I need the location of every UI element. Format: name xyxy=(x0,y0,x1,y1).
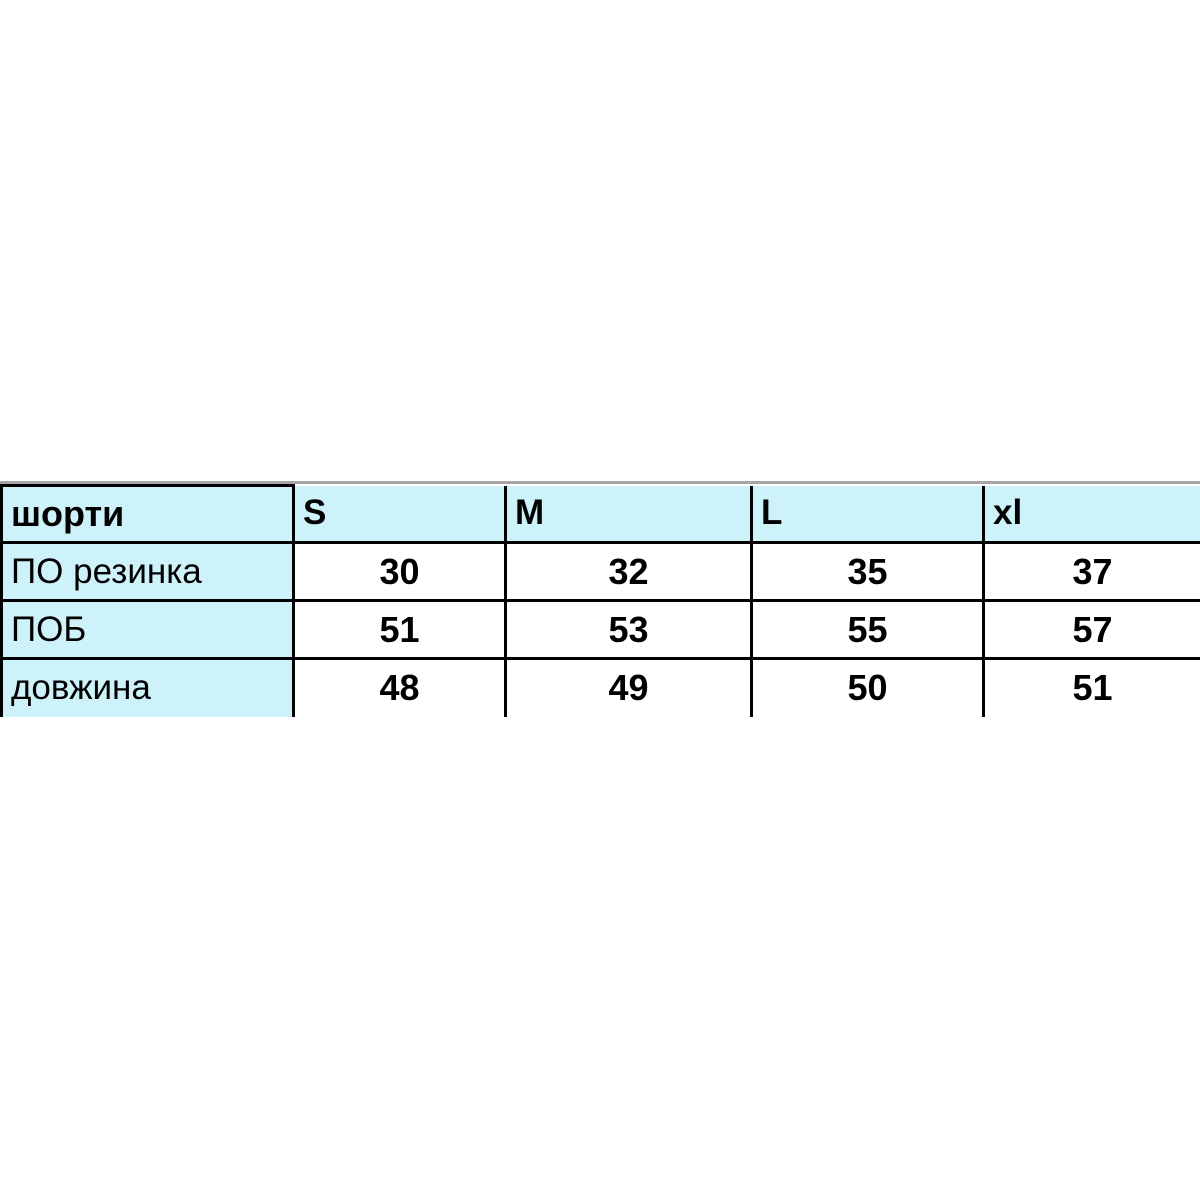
row-label-length: довжина xyxy=(0,657,295,717)
value-cell-length-l: 50 xyxy=(750,657,985,717)
value-cell-hips-s: 51 xyxy=(292,599,507,660)
table-top-gridline xyxy=(0,481,1200,484)
row-label-hips: ПОБ xyxy=(0,599,295,660)
value-cell-waist-s: 30 xyxy=(292,541,507,602)
value-cell-length-m: 49 xyxy=(504,657,753,717)
header-cell-size-xl: xl xyxy=(982,485,1200,544)
value-cell-waist-l: 35 xyxy=(750,541,985,602)
value-cell-waist-xl: 37 xyxy=(982,541,1200,602)
header-cell-size-s: S xyxy=(292,485,507,544)
table-row-hips: ПОБ 51 53 55 57 xyxy=(0,599,1200,660)
value-cell-hips-l: 55 xyxy=(750,599,985,660)
value-cell-hips-xl: 57 xyxy=(982,599,1200,660)
value-cell-length-xl: 51 xyxy=(982,657,1200,717)
size-chart-table: шорти S M L xl ПО резинка 30 32 35 37 ПО… xyxy=(0,484,1200,717)
table-header-row: шорти S M L xl xyxy=(0,484,1200,544)
value-cell-hips-m: 53 xyxy=(504,599,753,660)
header-cell-size-l: L xyxy=(750,485,985,544)
table-row-waist-elastic: ПО резинка 30 32 35 37 xyxy=(0,541,1200,602)
header-cell-size-m: M xyxy=(504,485,753,544)
table-row-length: довжина 48 49 50 51 xyxy=(0,657,1200,717)
row-label-waist-elastic: ПО резинка xyxy=(0,541,295,602)
value-cell-length-s: 48 xyxy=(292,657,507,717)
header-cell-product: шорти xyxy=(0,484,295,544)
value-cell-waist-m: 32 xyxy=(504,541,753,602)
